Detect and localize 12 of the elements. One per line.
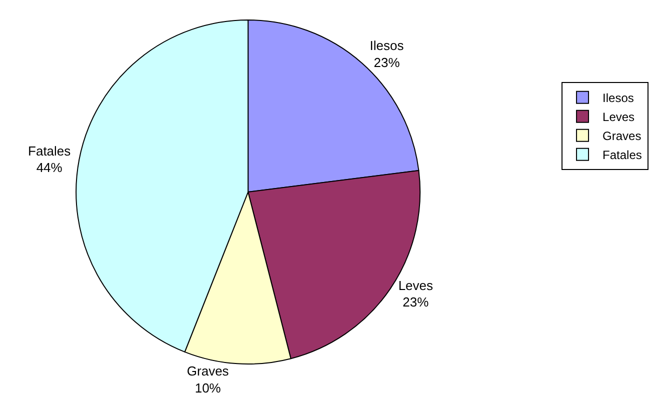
- legend-label: Fatales: [602, 148, 642, 162]
- legend-label: Graves: [602, 129, 642, 144]
- legend-label: Ilesos: [602, 91, 634, 106]
- slice-label: Leves: [398, 278, 434, 293]
- data-label: 23%: [402, 294, 430, 310]
- data-label: 23%: [374, 54, 400, 70]
- legend-label: Leves: [602, 110, 635, 124]
- data-label: 44%: [36, 160, 63, 176]
- slice-label: Ilesos: [370, 38, 404, 54]
- slice-label: Fatales: [28, 143, 72, 158]
- data-label: 10%: [194, 380, 222, 396]
- slice-label: Graves: [186, 364, 230, 379]
